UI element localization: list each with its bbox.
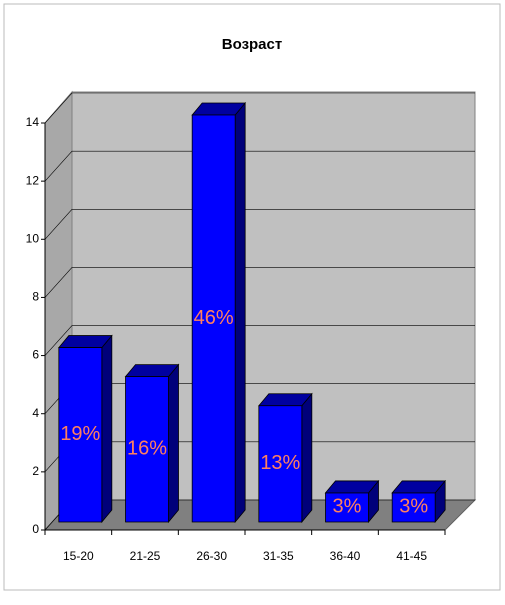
bar	[324, 479, 380, 524]
chart-title: Возраст	[222, 36, 282, 53]
grid-line	[44, 150, 475, 182]
y-tick-label: 14	[26, 115, 40, 129]
x-tick-label: 31-35	[263, 549, 294, 563]
y-tick-label: 4	[32, 406, 39, 420]
bar-front	[125, 376, 169, 523]
bar	[57, 334, 113, 524]
bar	[257, 392, 313, 524]
y-tick-label: 8	[32, 290, 39, 304]
bar	[391, 479, 447, 524]
bar	[124, 363, 180, 524]
y-tick-label: 0	[32, 522, 39, 536]
grid-line	[44, 267, 475, 298]
bar-front	[325, 492, 369, 523]
y-tick-label: 6	[32, 348, 39, 362]
grid-line	[44, 325, 475, 356]
bar-front	[391, 492, 436, 523]
value-label: 3%	[399, 496, 428, 518]
x-tick-label: 36-40	[330, 549, 361, 563]
value-label: 3%	[333, 496, 362, 518]
y-tick-label: 10	[26, 231, 40, 245]
x-tick-label: 15-20	[63, 549, 94, 563]
bar-front	[191, 114, 236, 523]
y-tick-label: 12	[26, 173, 40, 187]
x-tick-label: 26-30	[196, 549, 227, 563]
bar-front	[258, 405, 303, 523]
bar-side	[101, 334, 113, 524]
bar-side	[168, 363, 179, 524]
x-tick-label: 41-45	[396, 549, 427, 563]
value-label: 19%	[60, 423, 100, 445]
grid-line	[44, 208, 475, 240]
value-label: 46%	[194, 307, 234, 329]
value-label: 16%	[127, 438, 167, 460]
bar-front	[58, 347, 103, 523]
bar-side	[234, 101, 246, 524]
bar	[191, 101, 247, 524]
y-tick-label: 2	[32, 464, 39, 478]
bar-side	[301, 392, 313, 524]
value-label: 13%	[260, 452, 300, 474]
x-tick-label: 21-25	[130, 549, 161, 563]
grid-line	[44, 92, 475, 124]
